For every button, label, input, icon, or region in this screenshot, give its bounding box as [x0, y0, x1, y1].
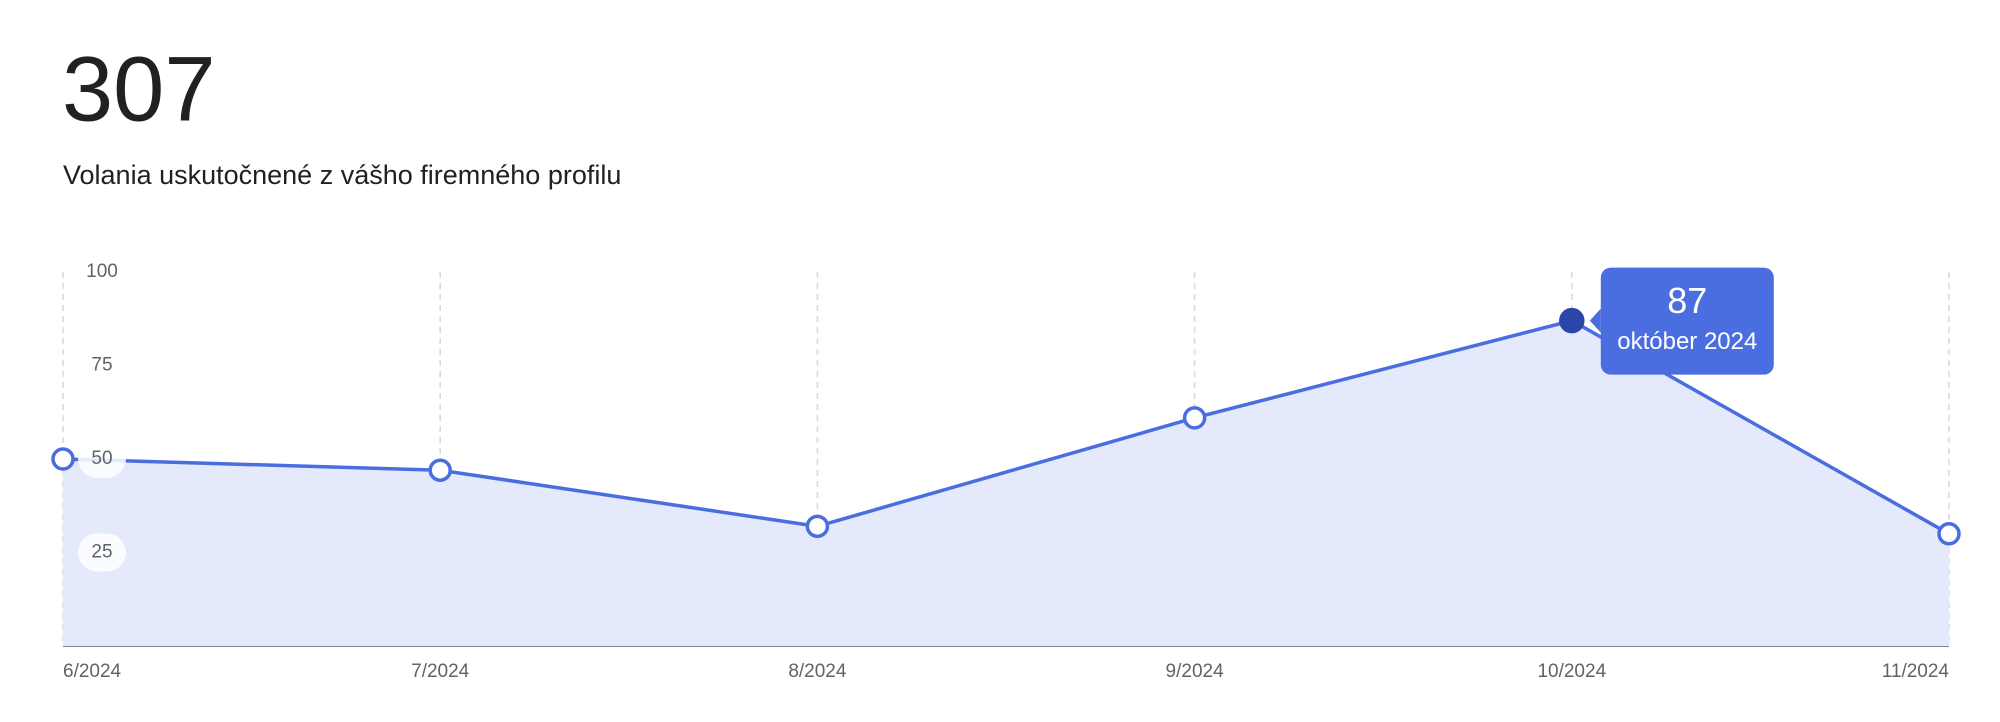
- total-value: 307: [62, 38, 216, 140]
- data-point[interactable]: [1559, 307, 1585, 334]
- data-point[interactable]: [805, 514, 830, 539]
- data-point[interactable]: [428, 458, 452, 482]
- plot: [51, 307, 1961, 646]
- y-tick-label: 50: [91, 448, 112, 469]
- y-tick-bg: [78, 253, 126, 291]
- tooltip-label: október 2024: [1617, 328, 1757, 355]
- y-tick-bg: [78, 346, 126, 385]
- x-tick-label: 11/2024: [1882, 661, 1950, 682]
- x-tick-label: 9/2024: [1166, 661, 1225, 682]
- y-tick: 75: [78, 346, 126, 385]
- tooltip-box: [1600, 267, 1774, 375]
- y-tick: 25: [78, 533, 126, 572]
- labels: 6/2024 7/2024 8/2024 9/2024 10/2024 11/2024 25…: [63, 253, 1949, 682]
- data-point[interactable]: [1937, 522, 1961, 546]
- area-fill: [63, 320, 1949, 646]
- subtitle: Volania uskutočnené z vášho firemného pr…: [63, 160, 621, 190]
- tooltip: 87 október 2024: [1589, 267, 1774, 375]
- x-tick-label: 10/2024: [1537, 661, 1606, 682]
- data-point[interactable]: [51, 447, 75, 471]
- y-tick-label: 25: [91, 542, 112, 563]
- y-tick: 100: [78, 253, 126, 291]
- y-tick-bg: [78, 533, 126, 572]
- y-tick-bg: [78, 440, 126, 478]
- tooltip-arrow: [1589, 308, 1601, 333]
- x-tick-label: 6/2024: [63, 661, 122, 682]
- tooltip-value: 87: [1667, 280, 1707, 321]
- y-tick-label: 100: [86, 261, 118, 282]
- data-point[interactable]: [1182, 406, 1207, 430]
- x-tick-label: 8/2024: [788, 661, 847, 682]
- y-tick: 50: [78, 440, 126, 478]
- x-tick-label: 7/2024: [411, 661, 470, 682]
- y-tick-label: 75: [91, 355, 112, 376]
